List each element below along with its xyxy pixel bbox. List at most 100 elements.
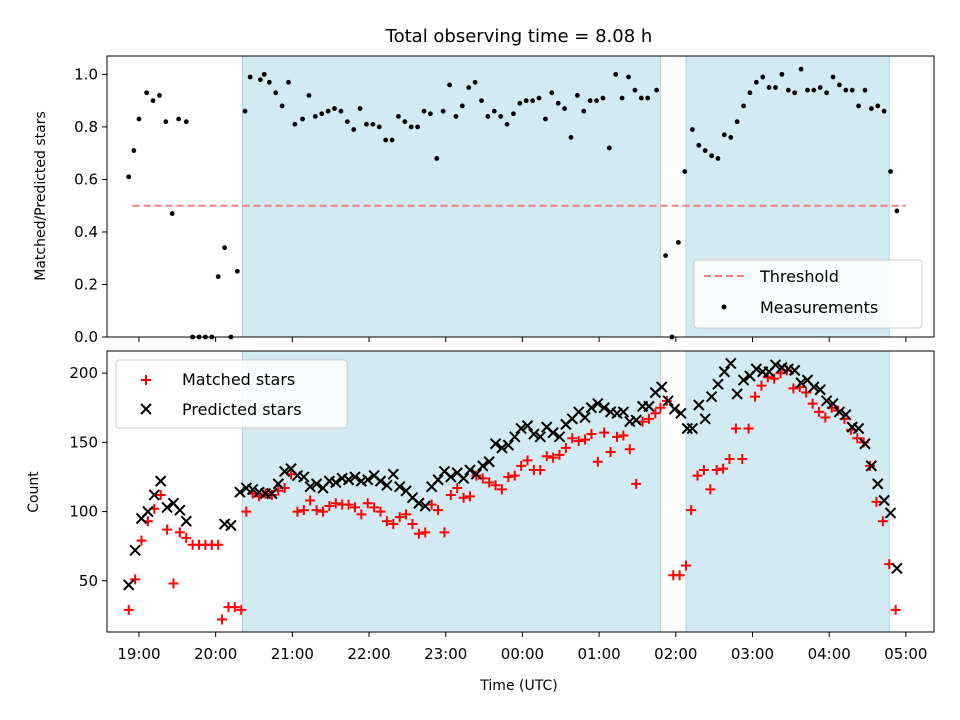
measurement-point (654, 87, 660, 93)
predicted-stars-point (699, 413, 711, 425)
measurement-point (511, 111, 516, 117)
predicted-stars-point (675, 407, 687, 419)
predicted-stars-point (681, 422, 694, 435)
matched-stars-point (433, 505, 444, 516)
measurement-point (606, 145, 612, 151)
matched-stars-point (730, 423, 741, 434)
matched-stars-point (756, 380, 767, 391)
matched-stars-point (123, 604, 134, 615)
matched-stars-point (580, 434, 591, 445)
predicted-stars-point (656, 381, 668, 393)
measurement-point (600, 95, 606, 101)
predicted-stars-point (445, 471, 457, 483)
x-tick-label: 00:00 (501, 645, 544, 663)
measurement-point (721, 132, 727, 138)
measurement-point (136, 116, 142, 122)
matched-stars-point (420, 527, 431, 538)
measurement-point (357, 106, 363, 111)
x-tick-label: 05:00 (884, 645, 927, 663)
predicted-stars-point (891, 562, 903, 575)
matched-stars-point (162, 524, 173, 535)
measurement-point (760, 74, 766, 80)
measurement-point (447, 82, 452, 88)
matched-stars-point (168, 578, 179, 589)
predicted-stars-point (342, 474, 355, 486)
predicted-stars-point (266, 487, 278, 500)
measurement-point (690, 127, 695, 132)
matched-stars-point (724, 453, 735, 464)
predicted-stars-point (330, 476, 342, 489)
matched-stars-point (136, 535, 147, 546)
measurement-point (715, 156, 721, 161)
predicted-stars-point (693, 399, 705, 411)
measurement-point (523, 98, 529, 104)
predicted-stars-point (272, 478, 284, 490)
measurement-point (856, 103, 861, 109)
measurement-point (485, 114, 491, 119)
measurement-point (894, 208, 900, 214)
measurement-point (843, 87, 849, 93)
predicted-stars-point (884, 507, 897, 519)
matched-stars-point (174, 527, 185, 538)
predicted-stars-point (521, 420, 534, 432)
measurement-point (325, 108, 331, 114)
matched-stars-point (605, 447, 616, 458)
measurement-point (587, 98, 593, 104)
measurement-point (574, 92, 580, 98)
measurement-point (728, 135, 734, 140)
x-tick-label: 22:00 (347, 645, 390, 663)
matched-stars-point (155, 489, 166, 500)
matched-stars-point (612, 431, 623, 442)
y-tick-label: 0.8 (74, 118, 98, 136)
matched-stars-point (496, 484, 507, 495)
measurement-point (682, 169, 688, 174)
measurement-point (888, 169, 893, 174)
matched-stars-point (318, 506, 329, 517)
matched-stars-point (439, 527, 450, 538)
measurement-point (383, 137, 389, 143)
matched-stars-point (452, 483, 463, 494)
measurement-point (472, 79, 478, 85)
matched-stars-point (401, 509, 412, 520)
matched-stars-point (807, 398, 818, 409)
y-tick-label: 50 (79, 572, 98, 590)
matched-stars-point (737, 453, 748, 464)
predicted-stars-point (553, 431, 566, 443)
measurement-point (273, 90, 279, 96)
measurement-point (257, 77, 263, 83)
matched-stars-point (655, 402, 666, 413)
matched-stars-point (877, 516, 888, 527)
predicted-stars-point (180, 515, 192, 527)
predicted-stars-point (547, 426, 559, 439)
measurement-point (504, 121, 510, 127)
predicted-stars-point (413, 497, 425, 509)
measurement-point (150, 98, 156, 104)
predicted-stars-point (769, 359, 782, 371)
measurement-point (517, 100, 523, 106)
measurement-point (215, 274, 221, 279)
measurement-point (675, 240, 681, 245)
matched-stars-point (369, 502, 380, 513)
predicted-stars-point (737, 374, 750, 386)
predicted-stars-point (394, 480, 406, 493)
measurement-point (169, 211, 175, 216)
predicted-stars-point (349, 471, 361, 483)
measurement-point (402, 119, 408, 125)
matched-stars-point (241, 506, 252, 517)
predicted-stars-point (585, 402, 598, 414)
y-tick-label: 0.0 (74, 328, 98, 346)
matched-stars-point (541, 451, 552, 462)
matched-stars-point (503, 471, 514, 482)
measurement-point (247, 74, 253, 80)
measurement-point (163, 119, 169, 125)
matched-stars-point (692, 470, 703, 481)
measurement-point (830, 74, 836, 80)
measurement-point (824, 90, 830, 96)
predicted-stars-point (534, 431, 547, 443)
predicted-stars-point (502, 439, 515, 451)
predicted-legend-swatch (140, 403, 152, 415)
measurement-point (638, 95, 644, 101)
x-tick-label: 21:00 (271, 645, 314, 663)
measurement-point (613, 71, 619, 77)
matched-stars-point (330, 498, 341, 509)
